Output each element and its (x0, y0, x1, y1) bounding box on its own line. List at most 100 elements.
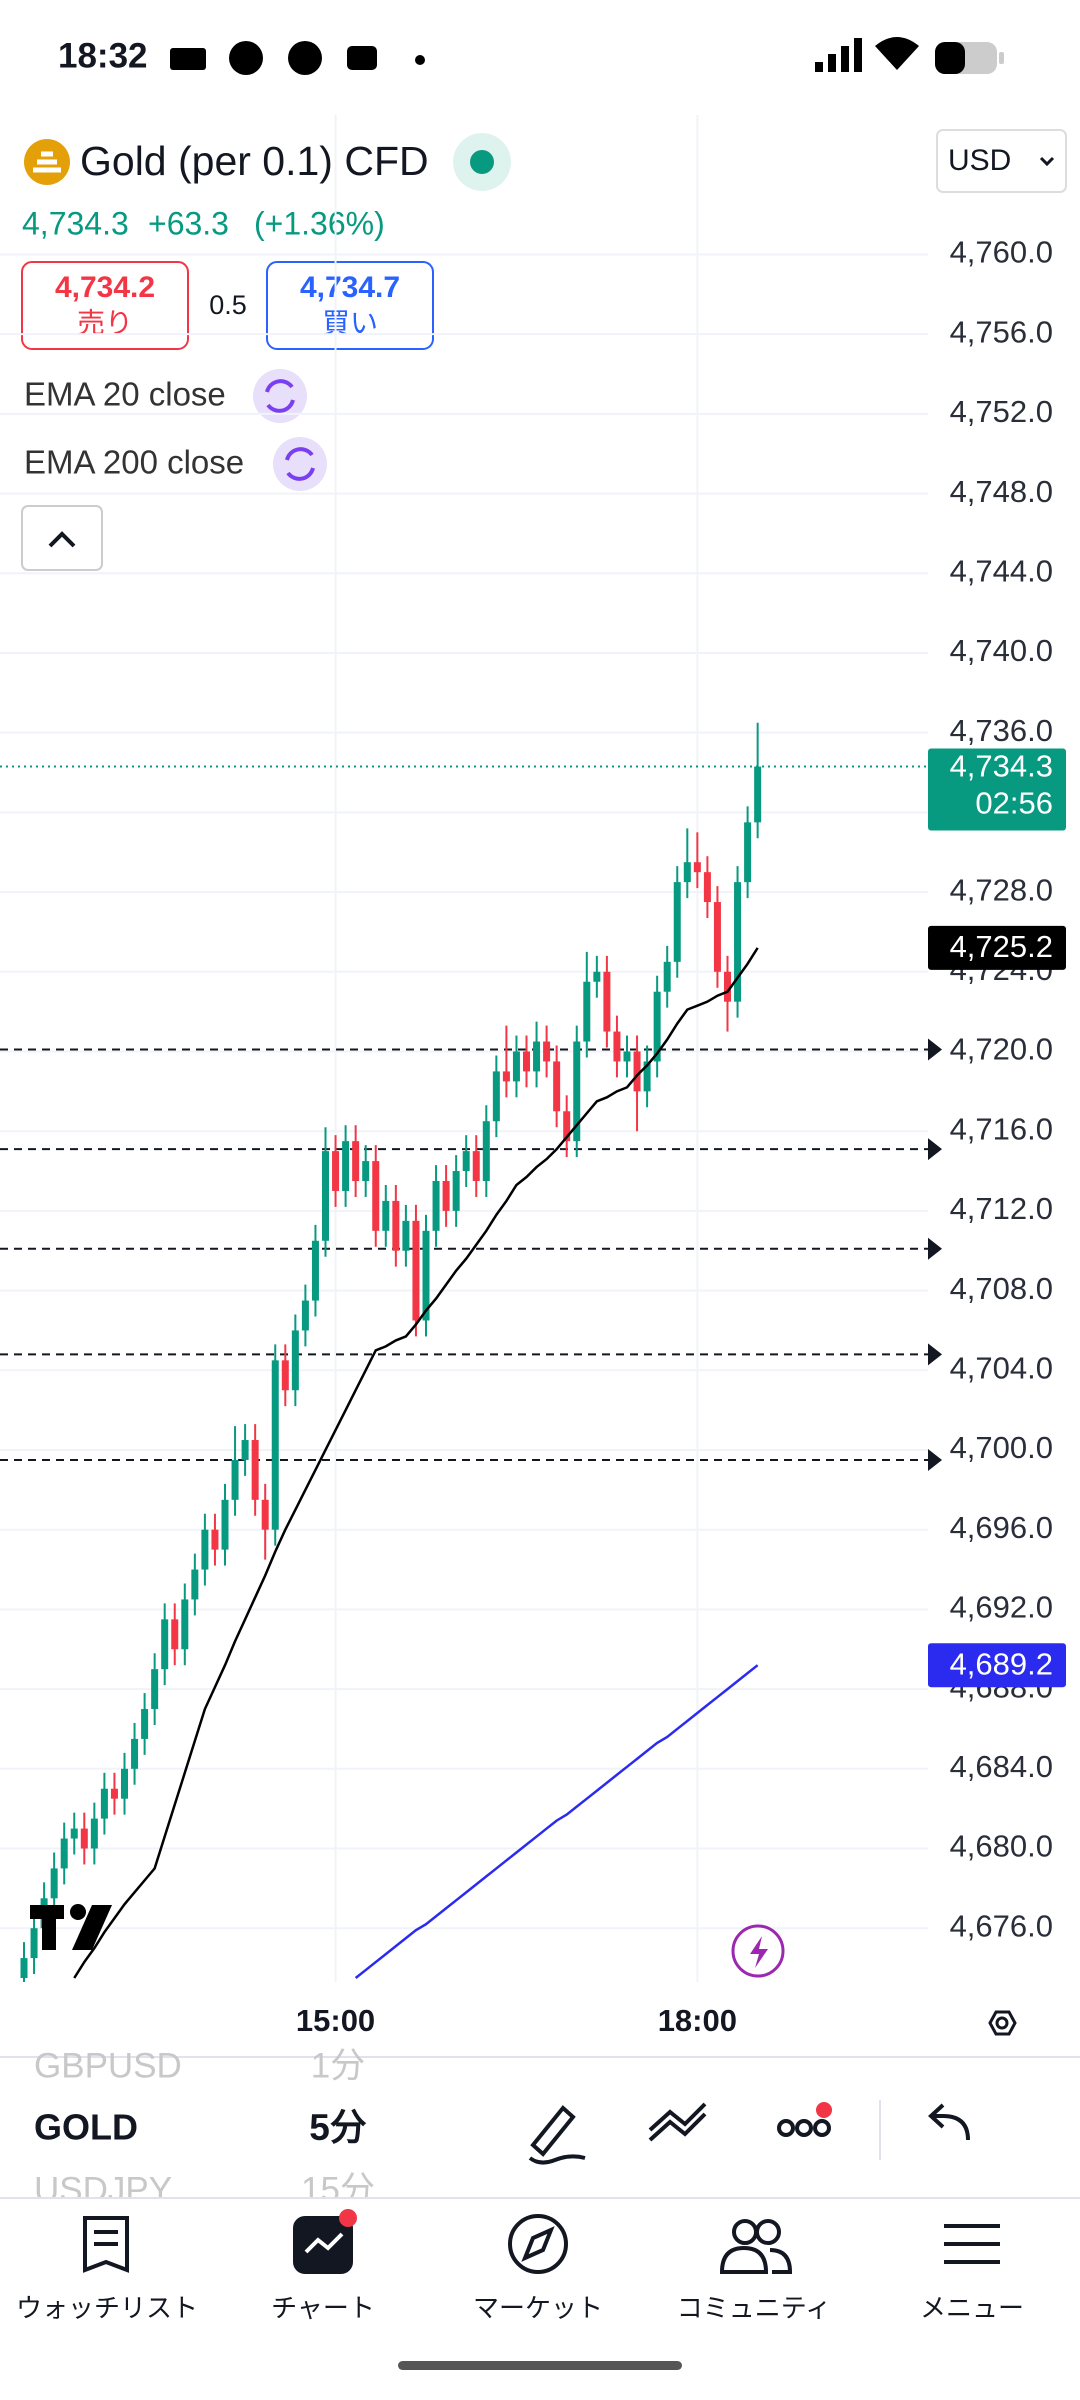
ema-line (73, 947, 759, 1979)
chart-settings[interactable] (988, 2010, 1017, 2036)
spread: 0.5 (209, 290, 247, 320)
ema200-refresh[interactable] (273, 437, 327, 491)
y-tick-label: 4,728.0 (950, 872, 1053, 907)
ema20-refresh-icon (265, 379, 295, 413)
price-badge-label: 4,734.3 (950, 749, 1053, 784)
symbol-title[interactable]: Gold (per 0.1) CFD (80, 138, 429, 184)
candle-body (573, 1041, 581, 1142)
badge-dot (816, 2102, 832, 2118)
collapse-button[interactable] (21, 505, 103, 571)
buy-button[interactable] (266, 261, 434, 350)
candle-body (50, 1868, 58, 1899)
candle-body (151, 1669, 159, 1710)
candle-body (121, 1768, 128, 1799)
candle-body (693, 862, 701, 873)
candle-body (291, 1330, 299, 1391)
candle-body (382, 1200, 390, 1231)
y-tick-label: 4,752.0 (950, 394, 1053, 429)
candle-body (724, 971, 731, 1002)
candle-body (633, 1051, 641, 1092)
candle-body (412, 1220, 420, 1321)
y-tick-label: 4,704.0 (950, 1350, 1053, 1385)
currency: USD (948, 144, 1011, 177)
ema-line (354, 1664, 759, 1979)
candle-body (683, 862, 691, 883)
candle-body (543, 1041, 551, 1062)
y-tick-label: 4,692.0 (950, 1590, 1053, 1625)
price-change-pct: (+1.36%) (254, 205, 385, 241)
draw-tool[interactable] (528, 2105, 586, 2165)
candle-body (372, 1161, 380, 1231)
buy-price: 4,734.7 (300, 271, 400, 304)
candle-body (80, 1828, 88, 1849)
ema-badge-label: 4,725.2 (950, 929, 1053, 964)
ema20-refresh[interactable] (253, 369, 307, 423)
more-tool[interactable] (777, 2119, 795, 2137)
candle-body (442, 1181, 450, 1211)
nav-label[interactable]: マーケット (473, 2293, 603, 2323)
candle-body (231, 1459, 239, 1500)
tv-logo (30, 1904, 112, 1950)
y-tick-label: 4,744.0 (950, 553, 1053, 588)
trend-tool[interactable] (648, 2102, 707, 2142)
candle-body (553, 1061, 561, 1112)
candle-body (452, 1171, 460, 1211)
y-tick-label: 4,700.0 (950, 1430, 1053, 1465)
candle-body (422, 1230, 430, 1321)
y-tick-label: 4,716.0 (950, 1111, 1053, 1146)
sell-price: 4,734.2 (55, 271, 155, 304)
candle-body (281, 1360, 289, 1391)
candle-body (533, 1041, 541, 1072)
undo[interactable] (928, 2103, 970, 2141)
candle-body (191, 1569, 199, 1600)
candle-body (643, 1061, 651, 1092)
candle-body (583, 981, 591, 1042)
candle-body (392, 1200, 400, 1251)
home-indicator (398, 2361, 682, 2370)
candle-body (332, 1151, 340, 1191)
status-time: 18:32 (58, 36, 148, 75)
candle-body (502, 1071, 510, 1082)
candle-body (251, 1440, 259, 1500)
nav-label[interactable]: ウォッチリスト (16, 2293, 198, 2323)
candle-body (110, 1788, 118, 1799)
candle-body (512, 1051, 520, 1082)
candle-body (171, 1619, 179, 1650)
axes: 4,676.04,680.04,684.04,688.04,692.04,696… (296, 235, 1066, 2038)
y-tick-label: 4,760.0 (950, 235, 1053, 270)
candle-body (322, 1151, 329, 1241)
y-tick-label: 4,720.0 (950, 1032, 1053, 1067)
nav-label[interactable]: メニュー (920, 2293, 1024, 2323)
interval-option[interactable]: 1分 (311, 2046, 365, 2085)
symbol-option[interactable]: GBPUSD (34, 2046, 182, 2085)
candle-body (261, 1499, 269, 1530)
candle-body (744, 822, 752, 883)
collapse-icon (48, 531, 76, 548)
legend-ema20[interactable]: EMA 20 close (24, 376, 226, 413)
y-tick-label: 4,712.0 (950, 1191, 1053, 1226)
sell-button[interactable] (21, 261, 189, 350)
y-tick-label: 4,684.0 (950, 1749, 1053, 1784)
candle-body (653, 991, 661, 1062)
x-tick-label: 18:00 (658, 2003, 737, 2038)
symbol-icon-mark (33, 151, 61, 173)
candle-body (241, 1440, 249, 1460)
level-marker (928, 1343, 942, 1366)
currency-caret (1039, 156, 1055, 167)
price-change: +63.3 (148, 205, 229, 241)
nav-label[interactable]: コミュニティ (677, 2293, 831, 2323)
candle-body (70, 1828, 78, 1839)
nav-label[interactable]: チャート (271, 2293, 375, 2323)
alert-icon (750, 1936, 768, 1968)
candle-body (482, 1121, 490, 1182)
candle-body (221, 1499, 229, 1550)
candle-body (593, 971, 601, 982)
currency-select[interactable] (936, 129, 1067, 193)
price-countdown: 02:56 (975, 786, 1053, 821)
candle-body (141, 1709, 149, 1739)
legend-ema200[interactable]: EMA 200 close (24, 444, 244, 481)
symbol-selected[interactable]: GOLD (34, 2107, 138, 2148)
candle-body (181, 1599, 189, 1650)
interval-selected[interactable]: 5分 (309, 2107, 367, 2148)
